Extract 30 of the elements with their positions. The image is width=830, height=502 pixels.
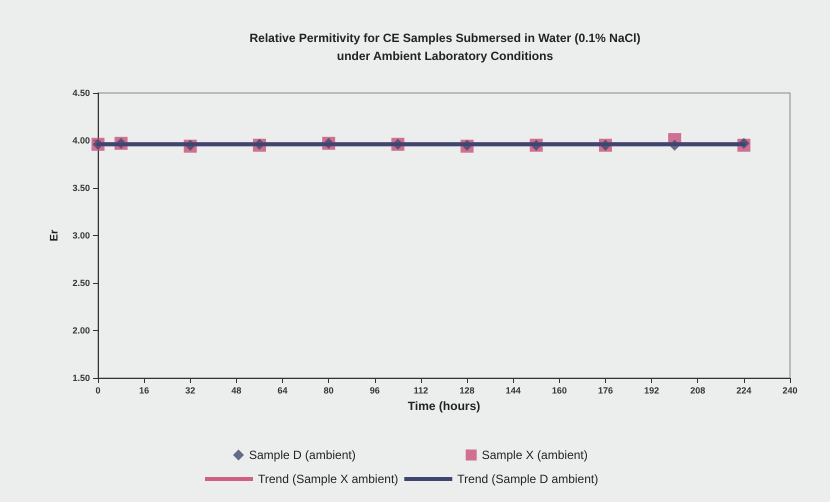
x-tick-label: 128 [460,386,475,396]
x-tick-label: 0 [95,386,101,396]
y-tick-label: 4.50 [72,88,90,98]
x-tick-label: 48 [231,386,242,396]
y-tick-label: 4.00 [72,136,90,146]
y-tick-label: 2.50 [72,278,90,288]
y-axis-title: Er [48,228,60,242]
legend-label: Trend (Sample X ambient) [258,472,398,486]
x-axis-title: Time (hours) [408,399,480,413]
x-tick-label: 80 [324,386,334,396]
legend-label: Trend (Sample D ambient) [457,472,598,486]
y-tick-label: 2.00 [72,326,90,336]
legend-label: Sample X (ambient) [482,448,588,462]
x-tick-label: 224 [736,386,752,396]
y-tick-label: 1.50 [72,373,90,383]
x-tick-label: 208 [690,386,706,396]
x-tick-label: 112 [414,386,428,396]
y-tick-label: 3.00 [72,230,90,240]
y-tick-label: 3.50 [72,183,90,193]
x-tick-label: 240 [782,386,798,396]
chart-title: Relative Permitivity for CE Samples Submersed in Water (0.1% NaCl) under Ambient Laboratory Conditions [249,31,641,63]
legend-label: Sample D (ambient) [249,448,356,462]
x-tick-label: 64 [278,386,288,396]
x-tick-label: 96 [370,386,380,396]
x-tick-label: 144 [506,386,521,396]
x-tick-label: 32 [185,386,196,396]
x-tick-label: 192 [644,386,660,396]
x-tick-label: 160 [552,386,567,396]
x-tick-label: 16 [139,386,150,396]
x-tick-label: 176 [598,386,613,396]
